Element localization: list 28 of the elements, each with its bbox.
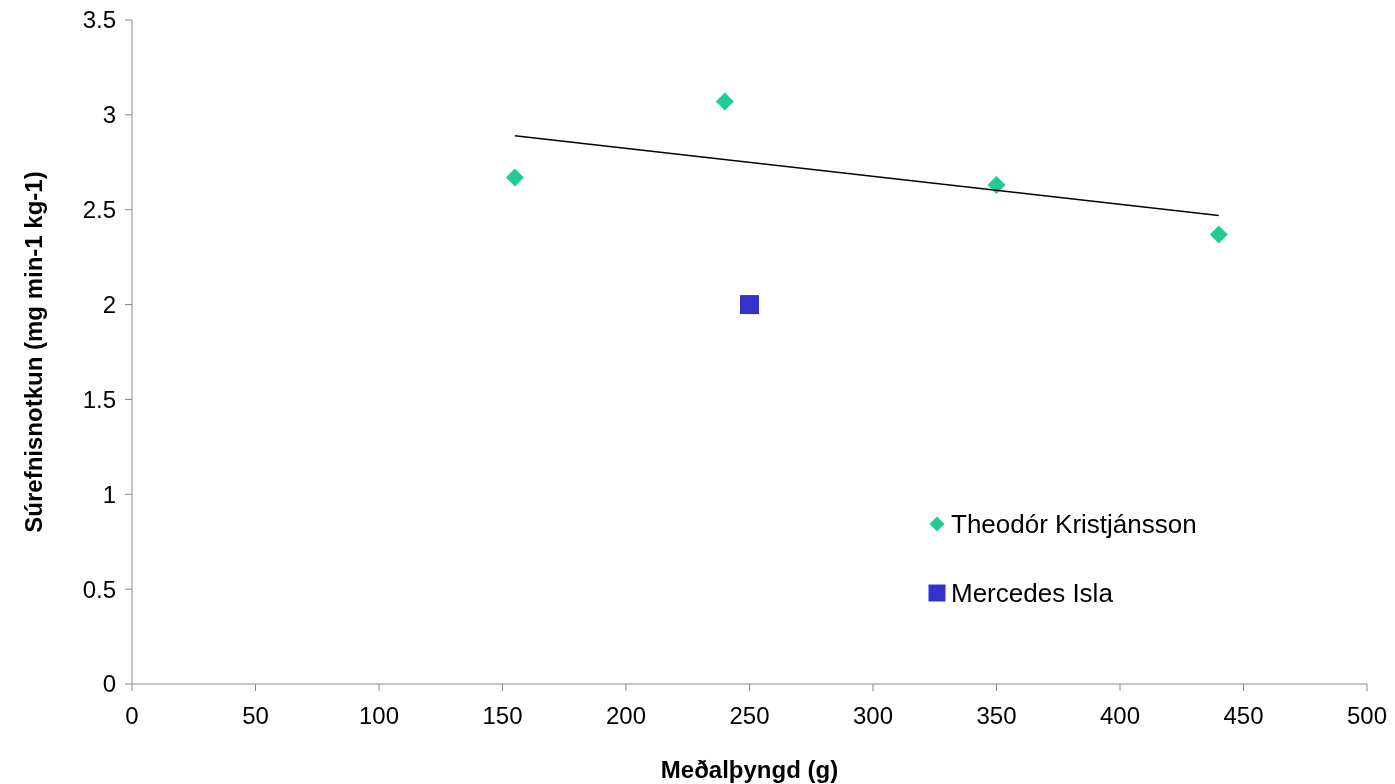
legend-label: Mercedes Isla (951, 578, 1114, 608)
point (987, 176, 1006, 195)
y-tick-label: 1 (102, 480, 116, 508)
x-tick-label: 200 (605, 702, 647, 729)
x-tick-label: 150 (482, 702, 523, 729)
y-tick-label: 2 (102, 290, 116, 318)
y-tick-label: 2.5 (82, 196, 116, 224)
y-tick-label: 3 (102, 101, 116, 129)
point (715, 92, 734, 111)
x-axis-title: Meðalþyngd (g) (660, 756, 839, 783)
x-tick-label: 500 (1346, 702, 1388, 729)
y-tick-label: 1.5 (82, 385, 116, 413)
y-tick-label: 0 (102, 670, 116, 698)
x-tick-label: 100 (358, 702, 400, 729)
y-axis-title: Súrefnisnotkun (mg min-1 kg-1) (20, 171, 47, 533)
y-tick-label: 0.5 (82, 575, 116, 603)
y-tick-label: 3.5 (82, 6, 116, 34)
point (1209, 225, 1228, 244)
x-tick-label: 450 (1223, 702, 1264, 729)
point (740, 295, 759, 315)
x-tick-label: 350 (976, 702, 1017, 729)
legend-label: Theodór Kristjánsson (951, 509, 1197, 539)
x-tick-label: 50 (242, 702, 269, 729)
x-tick-label: 400 (1099, 702, 1141, 729)
x-tick-label: 250 (729, 702, 770, 729)
x-tick-label: 0 (125, 702, 139, 729)
x-tick-label: 300 (852, 702, 894, 729)
point (505, 168, 524, 187)
